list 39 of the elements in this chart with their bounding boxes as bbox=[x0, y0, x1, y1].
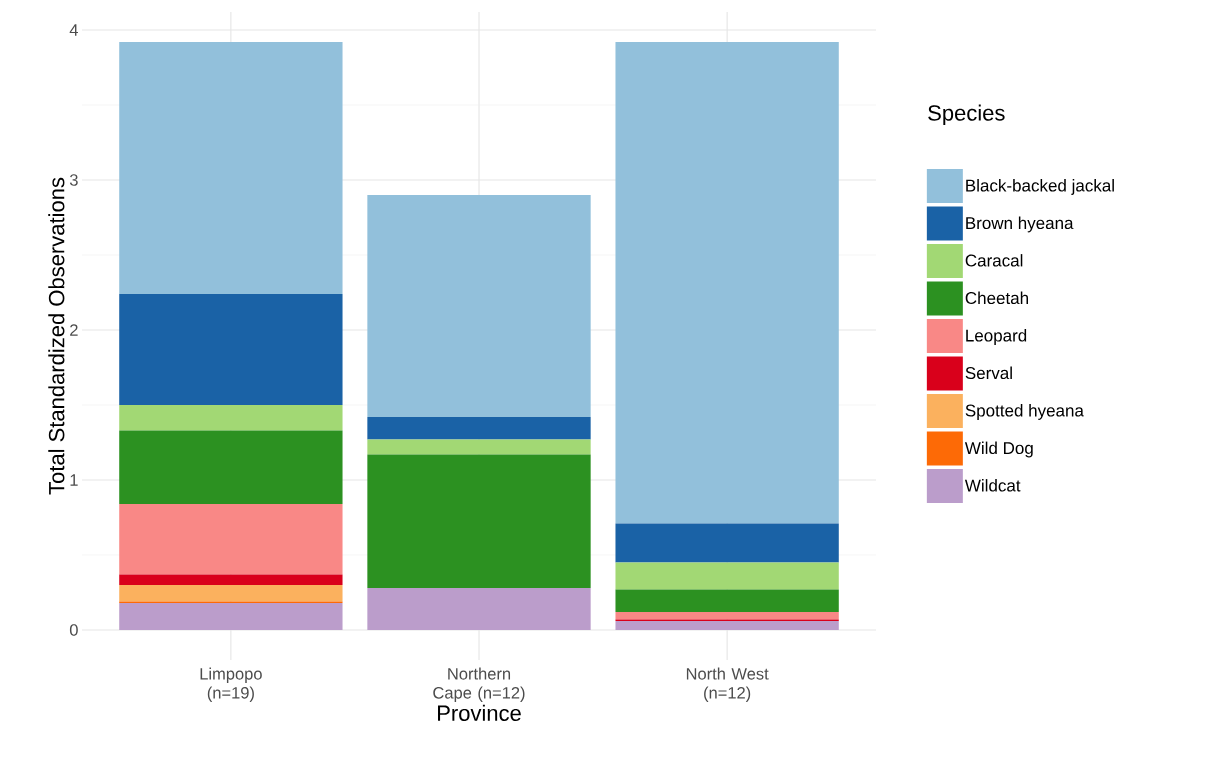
bar bbox=[367, 454, 591, 588]
bar bbox=[119, 294, 343, 405]
x-axis-title: Province bbox=[438, 704, 521, 721]
bar bbox=[367, 588, 591, 630]
legend-label: Cheetah bbox=[965, 291, 1028, 305]
legend-label: Caracal bbox=[965, 254, 1023, 267]
y-tick-label: 3 bbox=[69, 174, 78, 186]
y-tick-label: 1 bbox=[70, 474, 78, 486]
bar bbox=[119, 603, 343, 630]
legend-label: Wild Dog bbox=[964, 441, 1033, 458]
bar bbox=[119, 430, 343, 504]
legend-label: Wildcat bbox=[964, 479, 1021, 492]
bar bbox=[119, 405, 343, 431]
bar bbox=[119, 585, 343, 602]
legend-label: Serval bbox=[965, 366, 1012, 380]
legend-label: Leopard bbox=[966, 329, 1027, 345]
bar bbox=[367, 417, 591, 440]
x-tick-label: North West (n=12) bbox=[686, 667, 769, 702]
bar bbox=[615, 612, 839, 620]
bar bbox=[367, 195, 591, 417]
bar bbox=[119, 504, 343, 575]
bar bbox=[615, 42, 839, 524]
bar bbox=[119, 574, 343, 585]
y-tick-label: 4 bbox=[69, 24, 78, 36]
legend-label: Black-backed jackal bbox=[966, 179, 1114, 195]
bar bbox=[615, 562, 839, 590]
bar bbox=[615, 589, 839, 612]
legend-label: Spotted hyeana bbox=[965, 404, 1084, 420]
y-tick-label: 2 bbox=[70, 324, 78, 336]
bar bbox=[119, 42, 343, 294]
x-tick-label: Limpopo (n=19) bbox=[200, 667, 262, 702]
x-tick-label: Northern Cape (n=12) bbox=[433, 667, 525, 702]
bar bbox=[615, 621, 839, 630]
bar bbox=[367, 439, 591, 455]
bar bbox=[615, 523, 839, 563]
legend-title: Species bbox=[928, 104, 1005, 126]
legend-label: Brown hyeana bbox=[966, 216, 1074, 233]
y-axis-title: Total Standardized Observations bbox=[48, 177, 65, 495]
y-tick-label: 0 bbox=[69, 624, 78, 636]
